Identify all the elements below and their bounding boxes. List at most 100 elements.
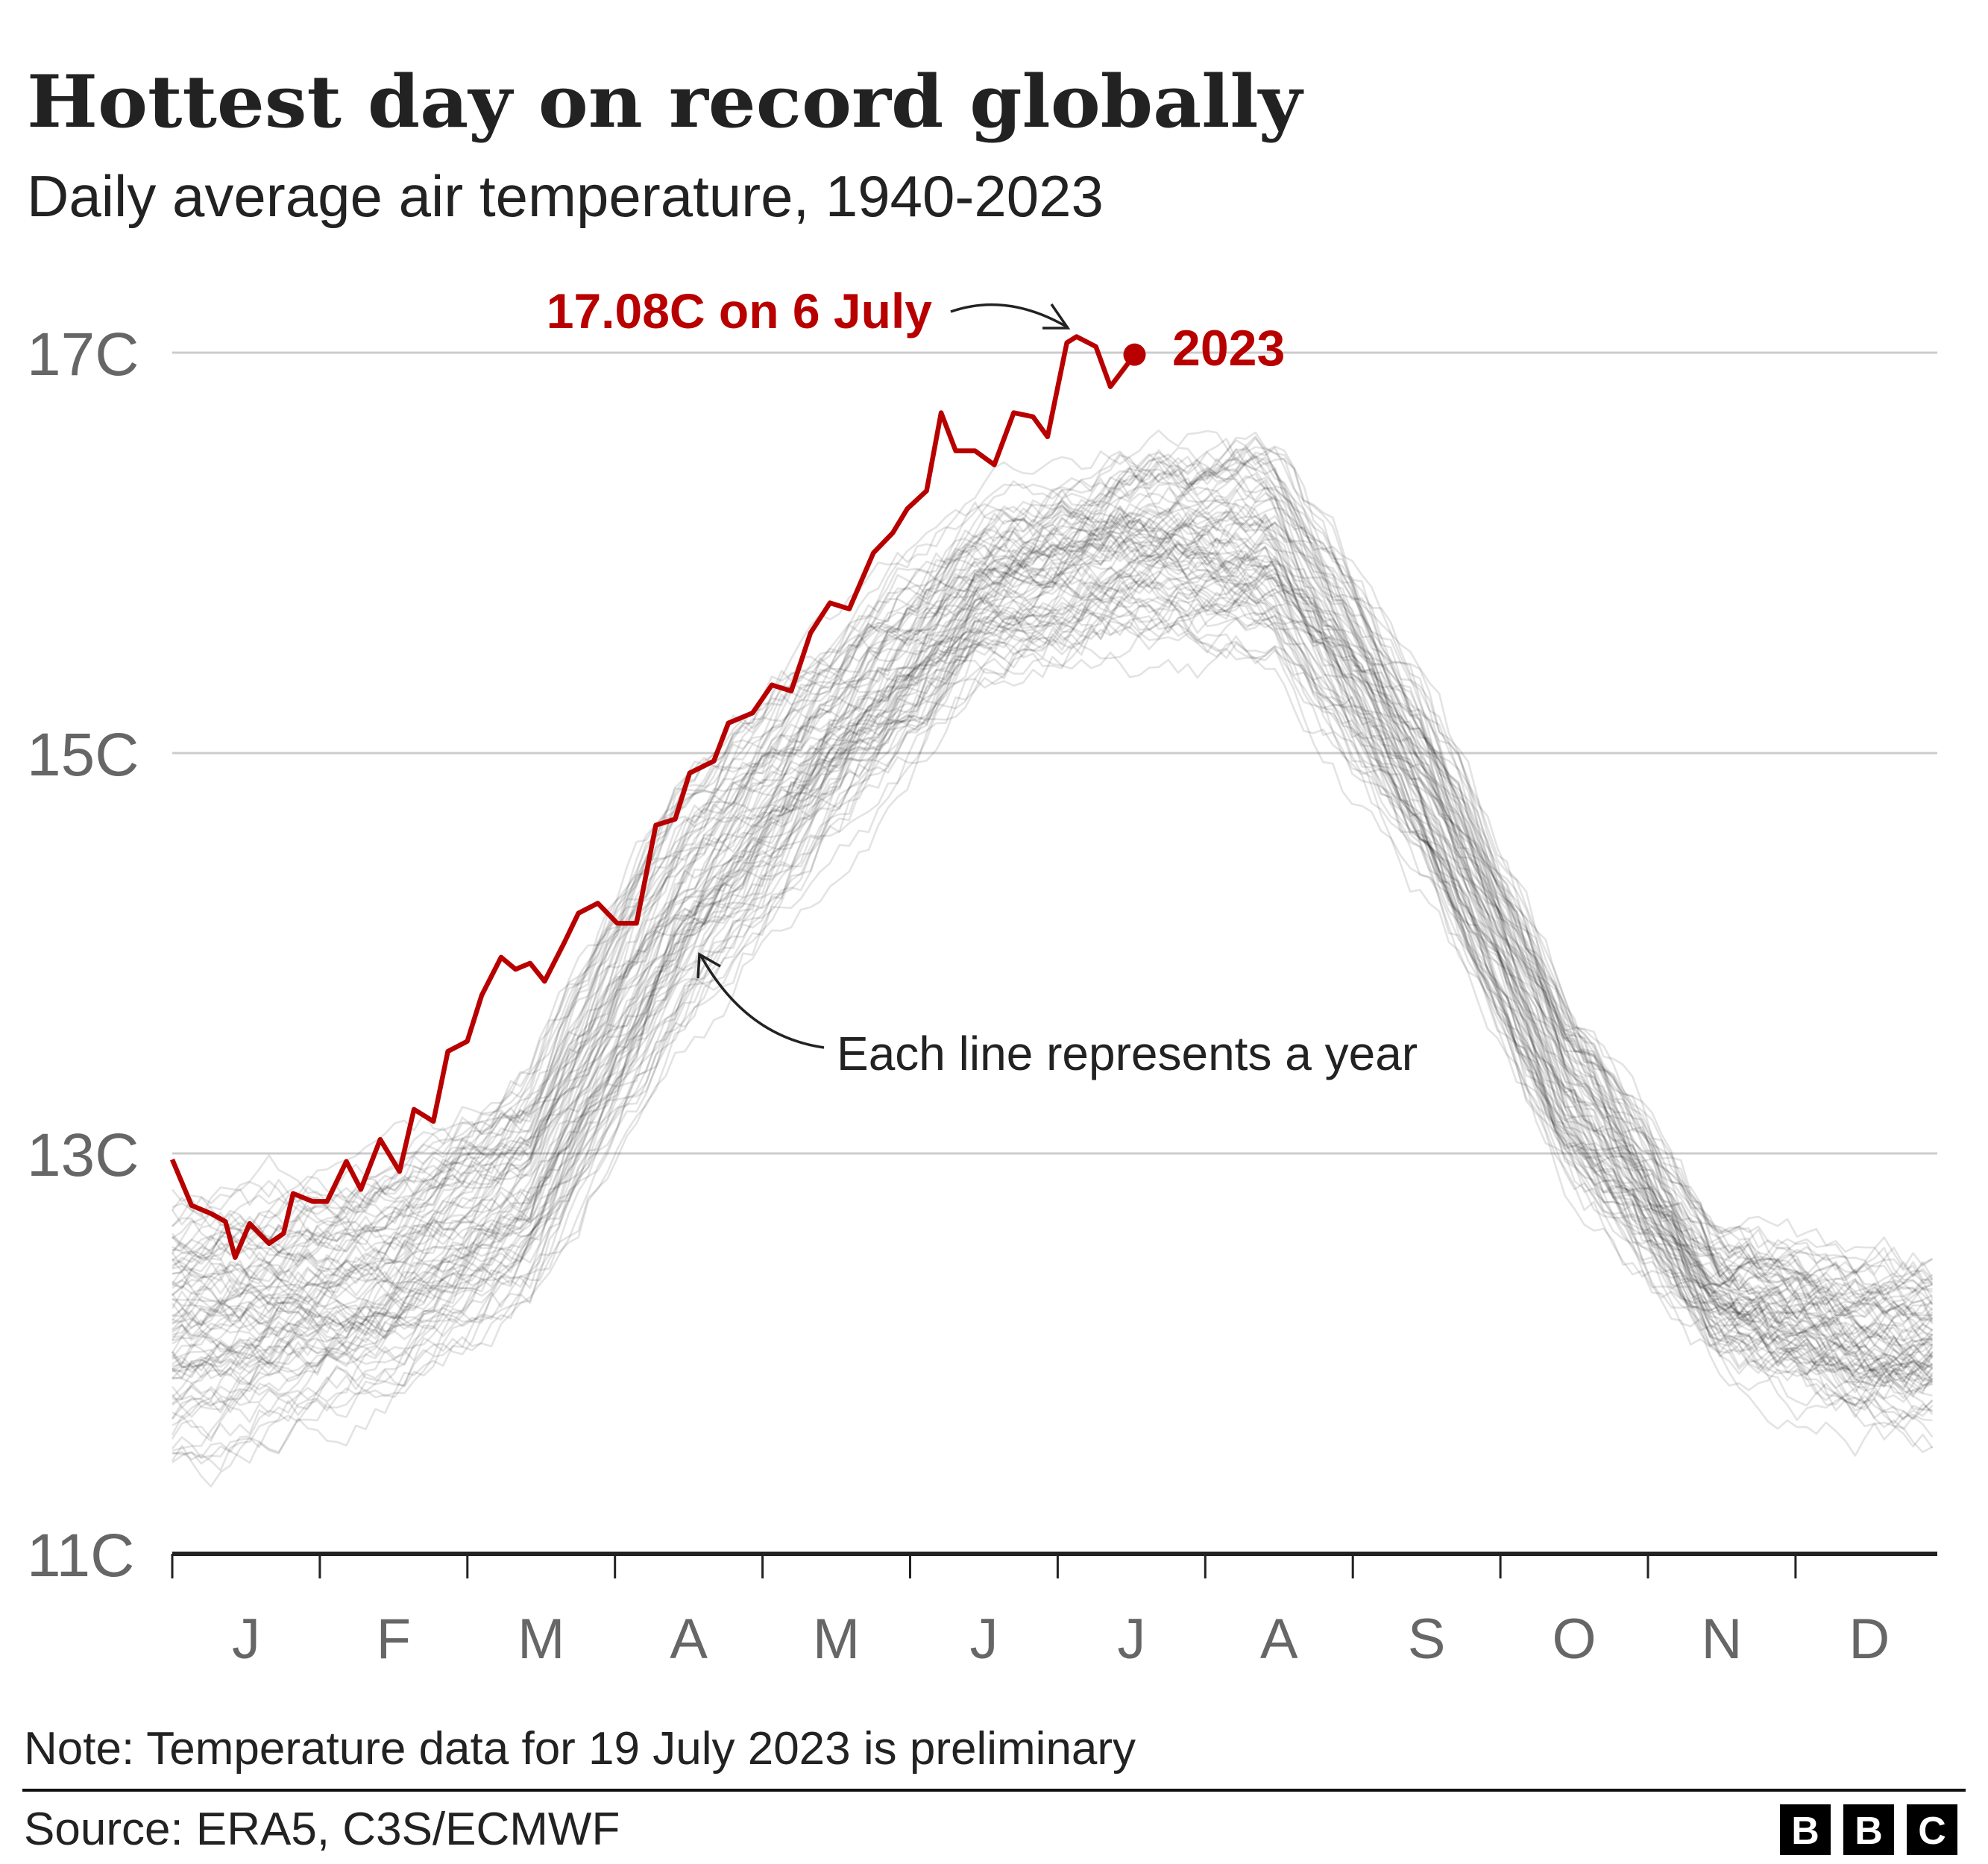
bbc-logo: B B C [1780,1804,1957,1855]
year-line [172,520,1934,1333]
year-line [172,503,1934,1322]
year-line [172,535,1933,1411]
year-line [172,591,1933,1452]
year-line [172,498,1933,1317]
year-line [172,511,1934,1329]
year-line [172,444,1933,1305]
year-line [172,579,1934,1394]
year-line [171,501,1934,1344]
year-line [172,482,1934,1356]
year-line [172,575,1933,1392]
year-line [172,492,1934,1331]
chart-subtitle: Daily average air temperature, 1940-2023 [27,163,1104,229]
year-line [172,529,1934,1388]
series-2023-line [170,334,1137,1260]
y-tick-label: 15C [27,721,139,789]
year-line [171,429,1934,1276]
year-line [171,469,1933,1296]
svg-text:C: C [1918,1810,1946,1853]
year-line [171,551,1934,1392]
year-line [172,520,1933,1391]
year-line [171,531,1934,1368]
year-line [172,542,1934,1388]
svg-text:B: B [1791,1810,1819,1853]
x-tick-label: J [969,1608,998,1671]
year-line [172,460,1934,1316]
year-line [172,544,1933,1370]
x-tick-label: M [813,1608,860,1671]
series-2023-label: 2023 [1172,320,1285,377]
year-line [171,431,1934,1277]
year-line [171,591,1933,1420]
y-tick-label: 17C [27,321,139,388]
year-line [172,597,1934,1459]
year-line [171,529,1934,1399]
year-line [172,503,1934,1381]
y-tick-label: 11C [27,1522,134,1590]
y-tick-label: 13C [27,1121,139,1189]
series-2023-end-dot [1123,343,1146,366]
year-line [172,497,1933,1326]
other-years-lines [171,429,1934,1487]
year-line [171,570,1933,1387]
year-line [172,514,1934,1377]
year-line [172,611,1934,1426]
year-line [172,550,1934,1394]
year-line [172,565,1933,1406]
year-line [172,438,1933,1317]
year-line [171,517,1934,1385]
year-line [172,488,1934,1335]
svg-text:B: B [1855,1810,1883,1853]
year-line [172,564,1934,1389]
year-line [171,640,1933,1487]
peak-arrowhead [1042,303,1071,330]
year-line [172,508,1933,1355]
year-line [172,455,1934,1356]
year-line [171,581,1933,1420]
year-line [172,567,1934,1386]
year-line [172,453,1933,1307]
year-line [171,539,1933,1322]
year-line [172,582,1934,1411]
year-line [172,545,1933,1352]
lines-arrow [699,955,825,1049]
x-tick-label: N [1702,1608,1743,1671]
gridlines [172,351,1937,1155]
year-line [171,446,1934,1281]
year-line [172,503,1934,1345]
year-line [171,479,1933,1353]
year-line [172,446,1934,1319]
peak-annotation: 17.08C on 6 July [547,283,933,339]
x-tick-label: J [1117,1608,1145,1671]
series-2023 [170,334,1146,1260]
year-line [172,618,1934,1472]
year-line [172,470,1934,1326]
year-line [172,473,1934,1340]
year-line [172,435,1934,1300]
year-line [172,469,1934,1341]
year-line [171,507,1933,1349]
footnote: Note: Temperature data for 19 July 2023 … [24,1723,1136,1775]
year-line [172,550,1934,1388]
year-line [171,448,1933,1302]
year-line [172,548,1934,1384]
x-tick-label: J [232,1608,260,1671]
year-line [172,445,1934,1290]
year-line [172,468,1934,1332]
year-line [172,495,1934,1346]
y-axis-labels: 11C 13C 15C 17C [27,321,139,1590]
x-tick-label: S [1408,1608,1446,1671]
year-line [172,447,1933,1303]
year-line [172,620,1934,1465]
year-line [171,514,1934,1368]
lines-annotation: Each line represents a year [837,1027,1418,1080]
year-line [172,545,1933,1367]
year-line [172,508,1934,1373]
year-line [171,569,1934,1415]
year-line [172,591,1934,1406]
year-line [171,437,1934,1284]
x-tick-label: F [377,1608,411,1671]
year-line [171,555,1933,1400]
